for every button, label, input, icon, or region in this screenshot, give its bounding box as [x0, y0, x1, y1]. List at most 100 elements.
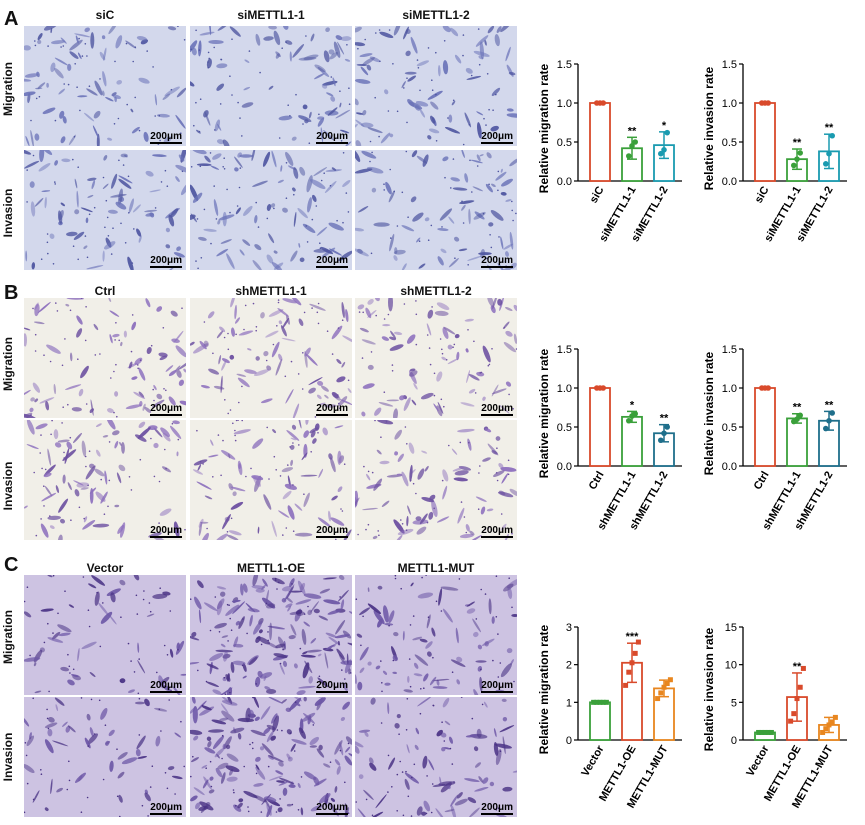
micrograph-image: 200μm	[24, 150, 186, 270]
data-point	[632, 410, 638, 417]
y-axis-label: Relative invasion rate	[702, 351, 716, 475]
data-point	[797, 150, 803, 156]
y-tick-label: 1	[566, 697, 572, 709]
row-label-invasion: Invasion	[1, 461, 15, 511]
y-tick-label: 1.0	[722, 98, 737, 110]
significance-label: **	[793, 402, 802, 414]
x-tick-label: Ctrl	[752, 470, 772, 492]
scale-bar: 200μm	[481, 680, 513, 693]
scale-bar: 200μm	[316, 680, 348, 693]
micrograph-image: 200μm	[190, 575, 352, 695]
micrograph-image: 200μm	[24, 298, 186, 418]
micrograph-image: 200μm	[355, 575, 517, 695]
micrograph-image: 200μm	[24, 420, 186, 540]
x-tick-label: Vector	[579, 743, 607, 779]
bar-chart-c-migration: Relative migration rate 0123Vector***METT…	[537, 622, 682, 810]
micrograph-image: 200μm	[190, 697, 352, 817]
data-point	[826, 417, 832, 424]
panel-letter-a: A	[4, 8, 19, 30]
y-tick-label: 0.5	[722, 137, 737, 149]
y-tick-label: 0.0	[557, 176, 572, 188]
bar	[589, 102, 611, 182]
significance-label: *	[630, 399, 635, 411]
significance-label: **	[793, 661, 802, 673]
data-point	[823, 726, 829, 732]
data-point	[632, 650, 638, 656]
micrograph-image: 200μm	[355, 150, 517, 270]
data-point	[626, 417, 632, 424]
data-point	[800, 665, 806, 671]
y-tick-label: 0.5	[557, 137, 572, 149]
data-point	[832, 714, 838, 720]
micrograph-image: 200μm	[355, 298, 517, 418]
data-point	[768, 729, 774, 735]
y-tick-label: 0	[731, 735, 737, 747]
data-point	[829, 410, 835, 416]
y-tick-label: 0.5	[722, 422, 737, 434]
bar	[754, 387, 776, 467]
bar	[589, 701, 611, 741]
column-title: Vector	[86, 561, 124, 575]
y-axis-label: Relative migration rate	[537, 624, 551, 754]
data-point	[661, 684, 667, 690]
bar-chart-a-invasion: Relative invasion rate 0.00.51.01.5siC**s…	[702, 59, 847, 244]
data-point	[603, 699, 609, 705]
data-point	[820, 729, 826, 735]
scale-bar: 200μm	[316, 403, 348, 416]
scale-bar: 200μm	[150, 525, 182, 538]
scale-bar: 200μm	[316, 802, 348, 815]
data-point	[594, 699, 600, 705]
significance-label: **	[825, 122, 834, 134]
data-point	[591, 699, 597, 705]
y-tick-label: 1.5	[722, 59, 737, 71]
data-point	[661, 430, 667, 437]
micrograph-image: 200μm	[190, 26, 352, 146]
data-point	[661, 147, 667, 153]
data-point	[765, 100, 771, 106]
scale-bar: 200μm	[150, 802, 182, 815]
data-point	[788, 718, 794, 724]
scale-bar: 200μm	[481, 525, 513, 538]
y-tick-label: 0	[566, 735, 572, 747]
data-point	[826, 150, 832, 157]
data-point	[794, 696, 800, 702]
scale-bar: 200μm	[150, 680, 182, 693]
row-label-migration: Migration	[1, 610, 15, 664]
data-point	[655, 696, 661, 702]
scale-bar: 200μm	[150, 255, 182, 268]
y-tick-label: 15	[725, 622, 737, 634]
y-tick-label: 0.0	[722, 461, 737, 473]
column-title: shMETTL1-1	[235, 284, 307, 298]
y-axis-label: Relative invasion rate	[702, 627, 716, 751]
scale-bar: 200μm	[481, 131, 513, 144]
data-point	[629, 143, 635, 149]
y-tick-label: 3	[566, 622, 572, 634]
bar	[589, 387, 611, 467]
significance-label: ***	[626, 631, 640, 643]
significance-label: **	[628, 125, 637, 137]
scale-bar: 200μm	[316, 525, 348, 538]
data-point	[597, 699, 603, 705]
y-tick-label: 1.0	[557, 98, 572, 110]
data-point	[658, 437, 664, 444]
y-tick-label: 1.0	[722, 383, 737, 395]
micrograph-image: 200μm	[24, 697, 186, 817]
x-tick-label: Ctrl	[587, 470, 607, 492]
data-point	[797, 412, 803, 419]
significance-label: **	[793, 137, 802, 149]
data-point	[658, 150, 664, 157]
data-point	[600, 699, 606, 705]
row-label-migration: Migration	[1, 337, 15, 391]
scale-bar: 200μm	[150, 403, 182, 416]
data-point	[629, 660, 635, 666]
bar	[754, 102, 776, 182]
scale-bar: 200μm	[481, 255, 513, 268]
row-label-invasion: Invasion	[1, 732, 15, 782]
row-label-invasion: Invasion	[1, 188, 15, 238]
micrograph-image: 200μm	[24, 26, 186, 146]
data-point	[623, 682, 629, 688]
y-axis-label: Relative invasion rate	[702, 66, 716, 190]
data-point	[664, 129, 670, 136]
micrograph-image: 200μm	[190, 420, 352, 540]
y-tick-label: 0.0	[722, 176, 737, 188]
